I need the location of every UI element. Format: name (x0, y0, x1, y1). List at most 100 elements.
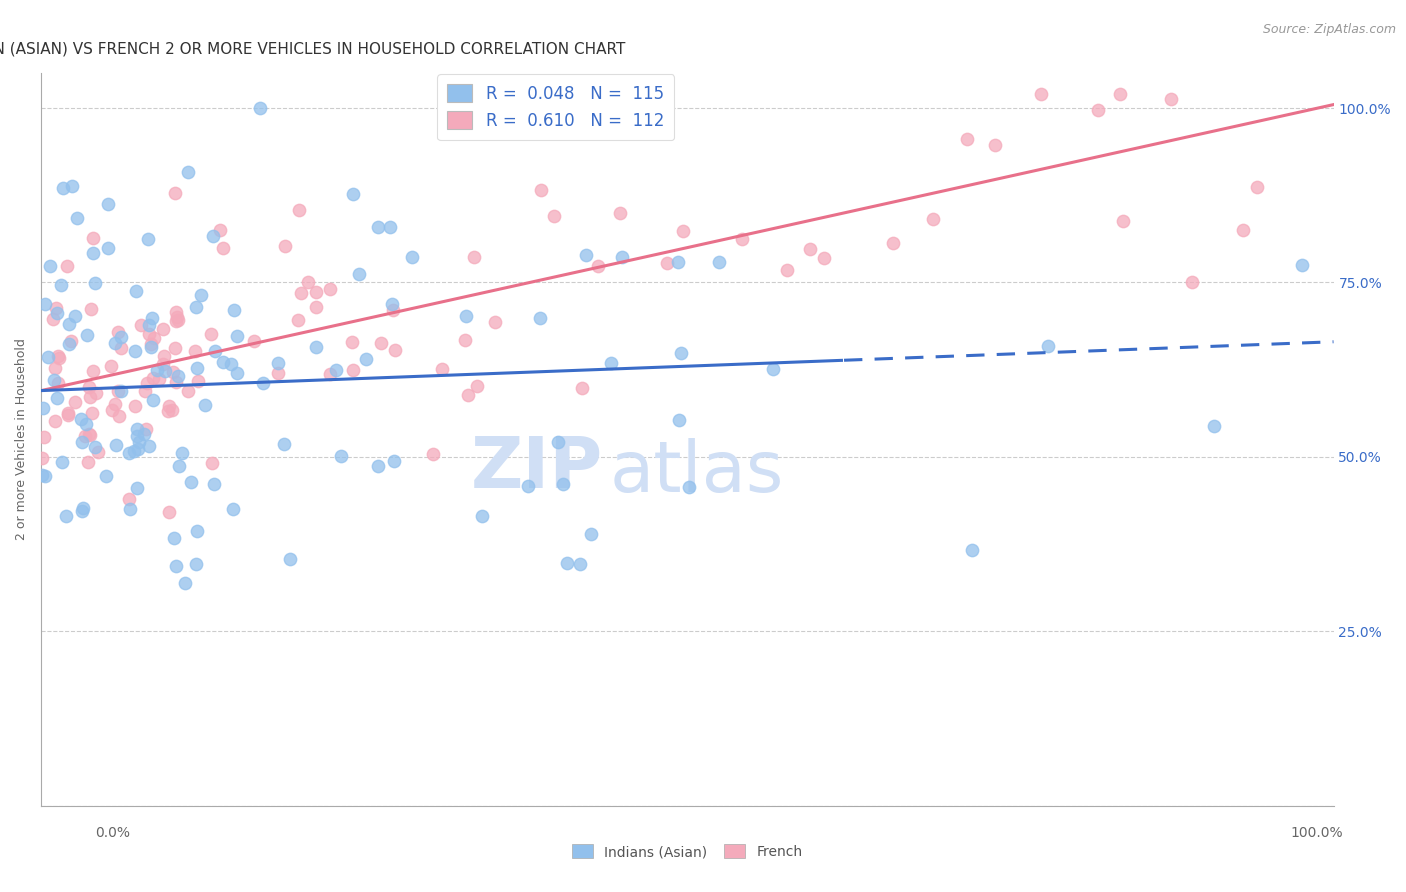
Point (330, 449, 353, 463)
Point (79, 390, 101, 404)
Point (141, 311, 163, 326)
Point (367, 459, 389, 474)
Point (52, 181, 75, 195)
Point (34, 468, 56, 483)
Point (319, 368, 342, 382)
Point (82, 231, 104, 245)
Point (1038, 338, 1060, 352)
Point (221, 502, 243, 516)
Point (42, 312, 65, 326)
Point (571, 381, 593, 395)
Point (104, 397, 127, 411)
Point (1291, 259, 1313, 273)
Point (551, 476, 574, 491)
Point (882, 236, 904, 251)
Point (224, 302, 246, 317)
Point (211, 241, 233, 255)
Point (543, 209, 565, 223)
Point (44, 373, 66, 387)
Point (529, 310, 551, 325)
Point (157, 505, 180, 519)
Point (581, 526, 603, 541)
Point (342, 187, 364, 202)
Point (457, 387, 479, 401)
Point (118, 446, 141, 460)
Point (32, 430, 55, 444)
Point (153, 349, 176, 363)
Point (162, 402, 184, 417)
Point (731, 232, 754, 246)
Point (1087, 103, 1109, 117)
Point (1029, 87, 1052, 102)
Point (76, 455, 98, 469)
Point (110, 330, 132, 344)
Point (610, 250, 633, 264)
Point (1160, 92, 1182, 106)
Point (142, 331, 165, 345)
Point (225, 329, 247, 343)
Point (136, 376, 159, 391)
Text: INDIAN (ASIAN) VS FRENCH 2 OR MORE VEHICLES IN HOUSEHOLD CORRELATION CHART: INDIAN (ASIAN) VS FRENCH 2 OR MORE VEHIC… (0, 42, 626, 57)
Point (163, 341, 186, 355)
Point (97, 241, 120, 255)
Text: 0.0%: 0.0% (96, 826, 131, 839)
Point (922, 212, 945, 227)
Point (382, 303, 405, 318)
Point (575, 248, 598, 262)
Point (77, 427, 100, 442)
Point (46, 349, 69, 363)
Point (290, 286, 312, 301)
Point (110, 341, 132, 355)
Point (138, 318, 160, 333)
Text: ZIP: ZIP (471, 434, 603, 503)
Point (370, 335, 392, 350)
Point (588, 259, 610, 273)
Text: Source: ZipAtlas.com: Source: ZipAtlas.com (1263, 23, 1396, 37)
Point (668, 413, 690, 427)
Point (63, 395, 86, 409)
Point (287, 312, 309, 326)
Point (49, 277, 72, 292)
Point (384, 343, 406, 357)
Point (31, 401, 53, 415)
Point (200, 456, 222, 470)
Point (184, 300, 207, 314)
Point (45, 306, 67, 320)
Point (557, 557, 579, 571)
Point (342, 363, 364, 377)
Point (104, 335, 127, 350)
Point (305, 285, 328, 300)
Point (124, 343, 146, 358)
Point (156, 403, 179, 417)
Point (46, 391, 69, 405)
Point (709, 255, 731, 269)
Point (243, 334, 266, 348)
Point (148, 371, 170, 385)
Point (174, 575, 197, 590)
Point (127, 481, 149, 495)
Point (146, 362, 169, 376)
Point (58, 405, 80, 419)
Point (165, 314, 187, 328)
Point (484, 315, 506, 329)
Point (672, 224, 695, 238)
Point (94, 469, 117, 483)
Point (471, 509, 494, 524)
Point (165, 376, 187, 390)
Point (382, 453, 405, 467)
Point (305, 340, 328, 354)
Point (138, 327, 160, 342)
Point (267, 355, 290, 369)
Point (354, 351, 377, 366)
Point (340, 334, 363, 349)
Point (37, 351, 59, 365)
Point (422, 447, 444, 461)
Point (180, 475, 202, 489)
Point (107, 409, 129, 424)
Point (547, 434, 569, 449)
Point (44, 360, 66, 375)
Point (516, 478, 538, 492)
Point (79, 428, 101, 442)
Point (118, 491, 141, 506)
Point (367, 219, 389, 234)
